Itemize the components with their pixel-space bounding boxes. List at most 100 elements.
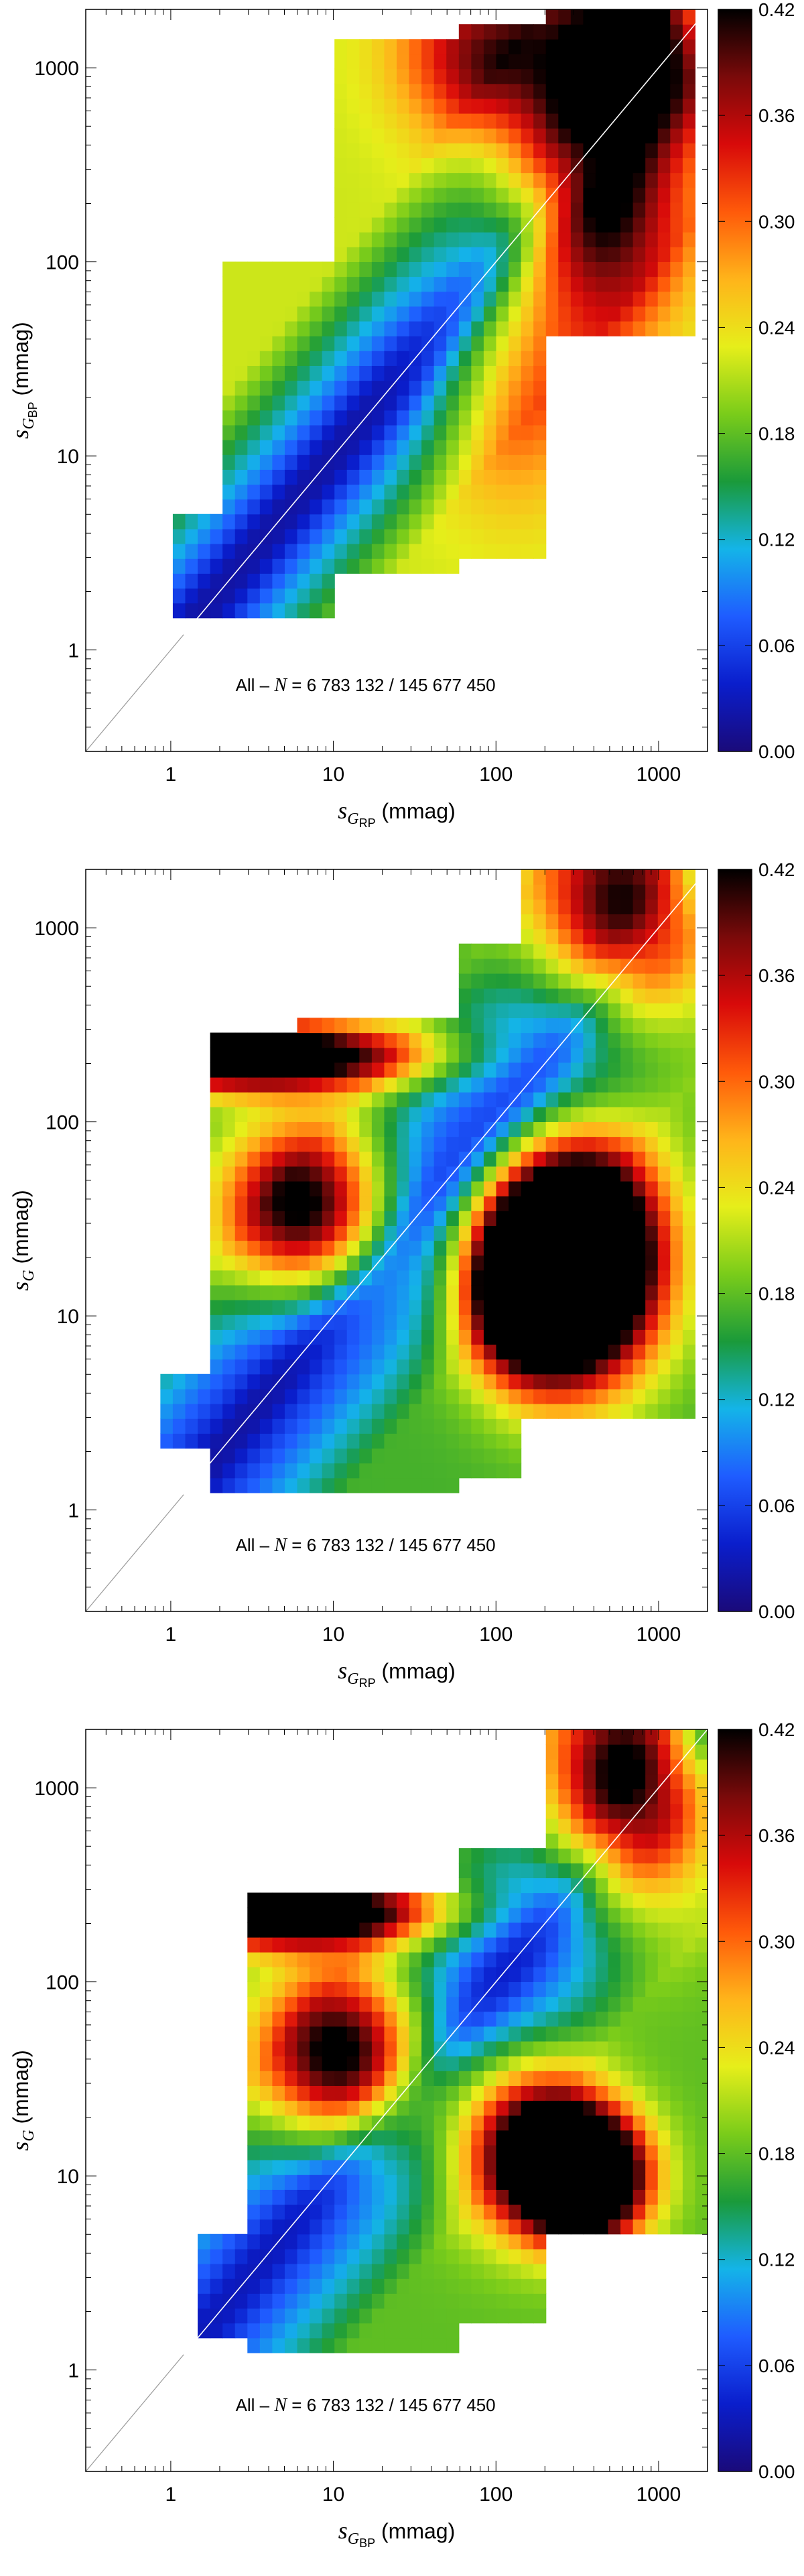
heatmap-cell (247, 2293, 261, 2309)
heatmap-cell (558, 98, 572, 114)
heatmap-cell (608, 143, 621, 158)
colorbar-tick-label: 0.12 (758, 1390, 795, 1410)
heatmap-cell (310, 1077, 323, 1093)
heatmap-cell (446, 1996, 460, 2012)
heatmap-cell (297, 1373, 310, 1390)
heatmap-cell (359, 83, 373, 99)
heatmap-cell (521, 424, 534, 440)
heatmap-cell (620, 2160, 634, 2175)
heatmap-cell (409, 1937, 422, 1953)
heatmap-cell (632, 2056, 646, 2071)
heatmap-cell (483, 1404, 497, 1419)
heatmap-cell (509, 2115, 522, 2131)
heatmap-cell (409, 1240, 422, 1256)
heatmap-cell (284, 544, 298, 559)
heatmap-cell (496, 2056, 509, 2071)
heatmap-cell (222, 1373, 236, 1390)
heatmap-cell (558, 54, 572, 70)
heatmap-cell (272, 2056, 285, 2071)
heatmap-cell (446, 2248, 460, 2264)
heatmap-cell (397, 291, 410, 307)
heatmap-cell (409, 2130, 422, 2146)
heatmap-cell (682, 1284, 696, 1300)
heatmap-cell (545, 1892, 559, 1908)
heatmap-cell (682, 1300, 696, 1315)
heatmap-cell (509, 2026, 522, 2042)
heatmap-cell (297, 588, 310, 604)
heatmap-cell (272, 484, 285, 500)
heatmap-cell (222, 424, 236, 440)
heatmap-cell (322, 558, 335, 574)
heatmap-cell (446, 261, 460, 278)
heatmap-cell (509, 424, 522, 440)
heatmap-cell (695, 1803, 708, 1819)
heatmap-cell (608, 1151, 621, 1167)
heatmap-cell (620, 113, 634, 129)
heatmap-cell (433, 2323, 447, 2339)
heatmap-cell (645, 1373, 659, 1390)
heatmap-cell (210, 1240, 223, 1256)
heatmap-cell (433, 39, 447, 55)
heatmap-cell (632, 9, 646, 25)
heatmap-cell (397, 2293, 410, 2309)
heatmap-cell (322, 603, 335, 619)
heatmap-cell (334, 1404, 348, 1419)
heatmap-cell (334, 1180, 348, 1197)
heatmap-cell (645, 2189, 659, 2205)
heatmap-cell (322, 1922, 335, 1938)
heatmap-cell (272, 2204, 285, 2220)
heatmap-cell (247, 2278, 261, 2294)
y-tick-label: 1000 (34, 918, 79, 940)
heatmap-cell (359, 1196, 373, 1211)
heatmap-cell (421, 395, 435, 411)
heatmap-cell (595, 2174, 609, 2190)
heatmap-cell (509, 291, 522, 307)
heatmap-cell (458, 39, 472, 55)
heatmap-cell (583, 1240, 596, 1256)
heatmap-cell (471, 1937, 484, 1953)
heatmap-cell (409, 2337, 422, 2353)
heatmap-cell (645, 943, 659, 959)
heatmap-cell (284, 424, 298, 440)
heatmap-cell (272, 2308, 285, 2324)
heatmap-cell (297, 1092, 310, 1107)
heatmap-cell (608, 1270, 621, 1286)
heatmap-cell (682, 1255, 696, 1271)
heatmap-cell (397, 2264, 410, 2279)
heatmap-cell (371, 128, 385, 143)
heatmap-cell (657, 1047, 671, 1063)
heatmap-cell (397, 202, 410, 218)
heatmap-cell (334, 1448, 348, 1464)
heatmap-cell (583, 2130, 596, 2146)
heatmap-cell (533, 1107, 547, 1122)
heatmap-cell (284, 1062, 298, 1078)
heatmap-cell (397, 1300, 410, 1315)
heatmap-cell (297, 1018, 310, 1034)
heatmap-cell (533, 291, 547, 307)
heatmap-cell (657, 187, 671, 203)
heatmap-cell (310, 2248, 323, 2264)
heatmap-cell (446, 1018, 460, 1034)
heatmap-cell (421, 247, 435, 262)
heatmap-cell (483, 2233, 497, 2250)
heatmap-cell (670, 1359, 683, 1375)
heatmap-cell (657, 276, 671, 292)
heatmap-cell (433, 2204, 447, 2220)
heatmap-cell (297, 1211, 310, 1226)
heatmap-cell (620, 1404, 634, 1419)
heatmap-cell (334, 54, 348, 70)
heatmap-cell (471, 306, 484, 322)
heatmap-cell (433, 2011, 447, 2027)
heatmap-cell (632, 958, 646, 974)
heatmap-cell (421, 158, 435, 174)
heatmap-cell (509, 217, 522, 233)
heatmap-cell (570, 2115, 584, 2131)
heatmap-cell (247, 2233, 261, 2250)
heatmap-cell (297, 1404, 310, 1419)
heatmap-cell (670, 2219, 683, 2235)
heatmap-cell (458, 2219, 472, 2235)
heatmap-cell (458, 306, 472, 322)
heatmap-cell (471, 943, 484, 959)
heatmap-cell (334, 1092, 348, 1107)
heatmap-cell (346, 336, 360, 351)
